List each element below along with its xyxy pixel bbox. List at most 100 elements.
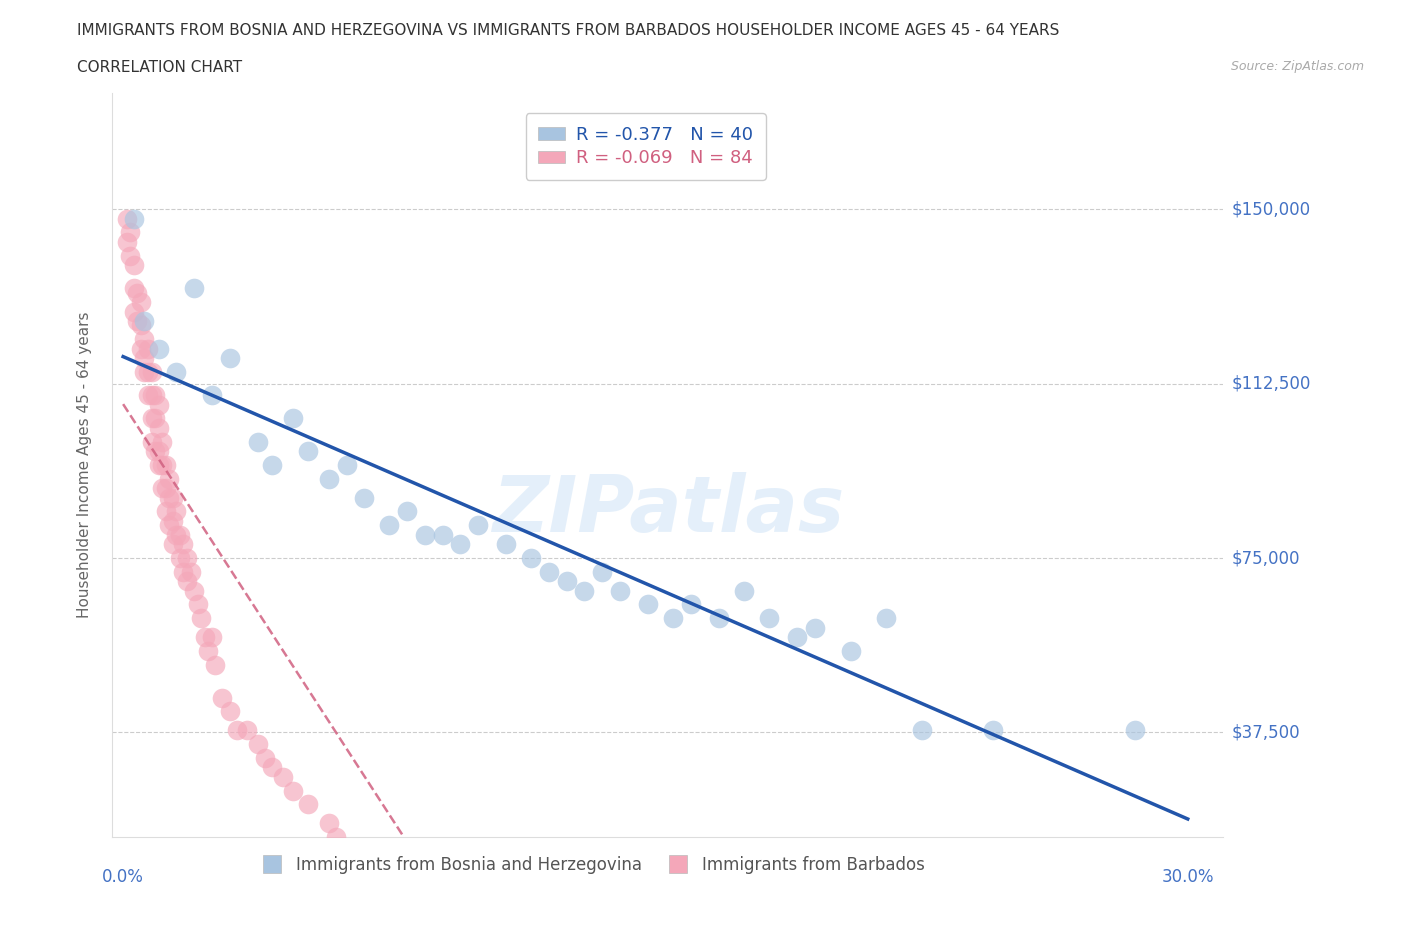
Point — [449, 537, 471, 551]
Point — [172, 565, 194, 579]
Point — [432, 899, 454, 914]
Point — [367, 862, 389, 877]
Point — [609, 583, 631, 598]
Point — [353, 490, 375, 505]
Point — [1123, 723, 1146, 737]
Point — [537, 565, 560, 579]
Point — [555, 899, 578, 914]
Point — [180, 565, 202, 579]
Point — [520, 899, 543, 914]
Point — [120, 225, 142, 240]
Point — [211, 690, 233, 705]
Point — [190, 611, 212, 626]
Point — [148, 444, 170, 458]
Text: $37,500: $37,500 — [1232, 724, 1301, 741]
Point — [143, 444, 166, 458]
Point — [262, 760, 284, 775]
Point — [318, 472, 340, 486]
Point — [165, 504, 187, 519]
Point — [201, 388, 224, 403]
Point — [246, 737, 269, 751]
Point — [129, 341, 152, 356]
Point — [169, 527, 191, 542]
Point — [485, 899, 508, 914]
Point — [162, 513, 184, 528]
Point — [122, 258, 145, 272]
Point — [283, 783, 305, 798]
Point — [875, 611, 897, 626]
Point — [141, 434, 163, 449]
Point — [537, 899, 560, 914]
Point — [150, 458, 173, 472]
Point — [910, 723, 932, 737]
Point — [134, 332, 156, 347]
Point — [148, 458, 170, 472]
Point — [122, 281, 145, 296]
Point — [404, 881, 426, 896]
Point — [127, 286, 149, 300]
Point — [129, 295, 152, 310]
Point — [134, 313, 156, 328]
Point — [148, 397, 170, 412]
Text: $112,500: $112,500 — [1232, 375, 1310, 392]
Point — [325, 830, 347, 844]
Point — [709, 611, 731, 626]
Point — [662, 611, 685, 626]
Point — [150, 434, 173, 449]
Point — [297, 797, 319, 812]
Point — [574, 899, 596, 914]
Point — [141, 365, 163, 379]
Point — [388, 871, 411, 886]
Legend: Immigrants from Bosnia and Herzegovina, Immigrants from Barbados: Immigrants from Bosnia and Herzegovina, … — [249, 849, 931, 881]
Text: IMMIGRANTS FROM BOSNIA AND HERZEGOVINA VS IMMIGRANTS FROM BARBADOS HOUSEHOLDER I: IMMIGRANTS FROM BOSNIA AND HERZEGOVINA V… — [77, 23, 1060, 38]
Y-axis label: Householder Income Ages 45 - 64 years: Householder Income Ages 45 - 64 years — [77, 312, 91, 618]
Point — [150, 481, 173, 496]
Point — [378, 518, 401, 533]
Text: CORRELATION CHART: CORRELATION CHART — [77, 60, 242, 75]
Point — [162, 537, 184, 551]
Point — [136, 341, 159, 356]
Point — [246, 434, 269, 449]
Point — [115, 211, 138, 226]
Text: $75,000: $75,000 — [1232, 549, 1301, 567]
Point — [169, 551, 191, 565]
Point — [733, 583, 755, 598]
Point — [520, 551, 543, 565]
Text: Source: ZipAtlas.com: Source: ZipAtlas.com — [1230, 60, 1364, 73]
Point — [115, 234, 138, 249]
Point — [254, 751, 277, 765]
Point — [141, 411, 163, 426]
Point — [591, 565, 613, 579]
Point — [148, 420, 170, 435]
Point — [413, 527, 436, 542]
Point — [143, 388, 166, 403]
Point — [218, 351, 240, 365]
Point — [318, 816, 340, 830]
Point — [981, 723, 1004, 737]
Point — [467, 899, 489, 914]
Text: 0.0%: 0.0% — [103, 868, 143, 885]
Point — [758, 611, 780, 626]
Point — [804, 620, 827, 635]
Point — [467, 518, 489, 533]
Point — [127, 313, 149, 328]
Point — [187, 597, 209, 612]
Point — [786, 630, 808, 644]
Point — [176, 574, 198, 589]
Text: ZIPatlas: ZIPatlas — [492, 472, 844, 548]
Point — [162, 490, 184, 505]
Point — [637, 597, 659, 612]
Point — [122, 304, 145, 319]
Point — [122, 211, 145, 226]
Point — [183, 281, 205, 296]
Point — [176, 551, 198, 565]
Point — [271, 769, 294, 784]
Point — [183, 583, 205, 598]
Point — [204, 658, 226, 672]
Point — [141, 388, 163, 403]
Point — [432, 527, 454, 542]
Point — [197, 644, 219, 658]
Point — [157, 490, 180, 505]
Point — [148, 341, 170, 356]
Point — [236, 723, 259, 737]
